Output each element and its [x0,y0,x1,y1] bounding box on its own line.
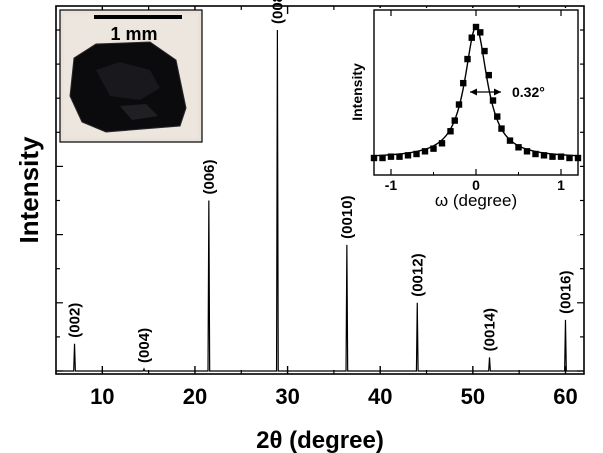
peak-label: (008) [269,0,286,24]
peak-label: (0016) [557,270,574,313]
inset-y-axis-label: Intensity [349,63,365,121]
main-y-axis-label: Intensity [14,136,44,243]
rocking-curve-point [523,148,531,155]
peak-label: (006) [201,159,218,194]
rocking-curve-point [438,140,446,147]
rocking-curve-point [396,153,403,160]
rocking-curve-point [489,97,497,104]
rocking-curve-point [494,113,501,120]
rocking-curve-point [451,117,458,124]
peak-labels: (002) (004) (006) (008) (0010) (0012) (0014) (0… [67,0,575,363]
inset-x-tick-label: 1 [557,177,565,193]
rocking-curve-point [532,150,539,158]
rocking-curve-point [460,79,467,87]
xrd-pattern-line [56,29,584,372]
rocking-curve-point [557,153,565,160]
rocking-curve-point [413,150,420,158]
peak-label: (002) [67,303,84,338]
main-x-tick-label: 40 [368,384,392,409]
rocking-curve-point [430,145,437,152]
rocking-curve-point [549,153,556,160]
main-x-axis-label: 2θ (degree) [256,427,384,453]
peak-label: (004) [136,328,153,363]
rocking-curve-point [477,29,484,36]
peak-label: (0014) [482,308,499,351]
rocking-curve-point [464,55,471,63]
main-x-tick-label: 50 [461,384,485,409]
rocking-curve-point [498,125,505,132]
rocking-curve-point [472,23,480,31]
rocking-curve-point [387,153,395,160]
rocking-curve-point [485,71,492,79]
rocking-curve-inset: -1 0 1 0.32° Intensity ω (degree) [349,8,582,235]
rocking-curve-point [468,34,475,41]
inset-x-tick-label: -1 [385,177,398,193]
rocking-curve-point [455,101,463,108]
rocking-curve-point [421,148,429,155]
rocking-curve-point [370,154,378,162]
rocking-curve-point [447,128,454,135]
inset-x-axis-label: ω (degree) [435,191,517,210]
rocking-curve-point [404,152,412,159]
crystal-photo-inset: 1 mm [59,9,203,143]
scale-bar-label: 1 mm [110,24,157,44]
main-x-tick-label: 10 [90,384,114,409]
rocking-curve-point [574,154,582,162]
rocking-curve-point [540,152,548,159]
fwhm-arrow [470,88,501,96]
fwhm-label: 0.32° [512,84,545,100]
rocking-curve-points [370,23,582,162]
peak-label: (0012) [409,253,426,296]
peak-label: (0010) [339,195,356,238]
rocking-curve-point [566,154,573,162]
main-plot-frame [55,5,585,375]
rocking-curve-point [506,137,514,144]
rocking-curve-point [379,154,386,162]
inset-x-ticks: -1 0 1 [385,10,565,193]
main-x-tick-label: 60 [553,384,577,409]
main-x-tick-label: 20 [183,384,207,409]
inset-x-tick-label: 0 [472,177,480,193]
rocking-curve-point [481,47,488,55]
rocking-curve-point [515,144,522,151]
main-x-tick-label: 30 [275,384,299,409]
